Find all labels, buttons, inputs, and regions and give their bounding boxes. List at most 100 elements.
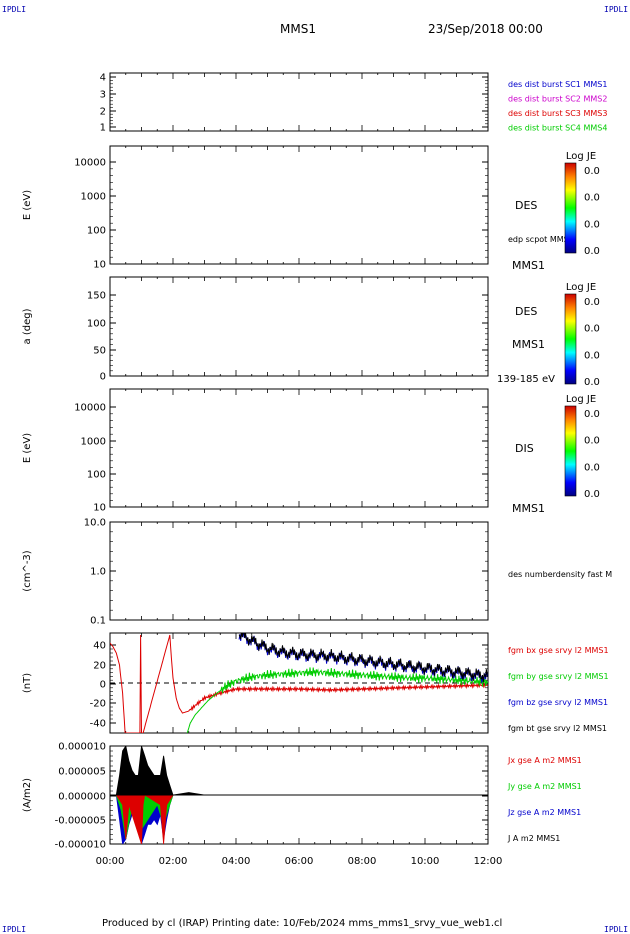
panel-density: 10.0 1.0 0.1 (cm^-3) des numberdensity fast … <box>22 518 612 627</box>
colorbar-title: Log JE <box>566 394 596 405</box>
y-tick-label: 20 <box>93 661 106 672</box>
y-tick-label: 4 <box>100 73 106 84</box>
y-tick-label: 10.0 <box>84 518 106 529</box>
y-tick-label: 10 <box>93 503 106 514</box>
y-tick-label: 10000 <box>74 403 106 414</box>
footer-credits: Produced by cl (IRAP) Printing date: 10/… <box>102 918 503 929</box>
y-tick-label: 50 <box>93 346 106 357</box>
y-tick-label: 0 <box>100 680 106 691</box>
energy-range-label: 139-185 eV <box>497 374 555 385</box>
colorbar-tick-label: 0.0 <box>584 193 600 204</box>
y-tick-label: 3 <box>100 90 106 101</box>
legend-entry: fgm bz gse srvy l2 MMS1 <box>508 698 608 707</box>
colorbar-tick-label: 0.0 <box>584 166 600 177</box>
y-axis-label: (cm^-3) <box>22 550 33 591</box>
corner-label-top-right: IPDLI <box>604 5 629 14</box>
panel-frame <box>109 145 489 265</box>
colorbar-tick-label: 0.0 <box>584 246 600 257</box>
series-line-bt <box>238 633 488 683</box>
colorbar-tick-label: 0.0 <box>584 409 600 420</box>
spacecraft-label: MMS1 <box>512 338 545 351</box>
legend-entry: des dist burst SC3 MMS3 <box>508 109 607 118</box>
colorbar-tick-label: 0.0 <box>584 377 600 388</box>
legend-entry: Jz gse A m2 MMS1 <box>507 808 581 817</box>
colorbar-tick-label: 0.0 <box>584 489 600 500</box>
panel-dis_energy: 10000 1000 100 10 E (eV) DIS MMS1 Log JE 0.0 0.0 0… <box>22 388 600 515</box>
corner-label-bottom-right: IPDLI <box>604 925 629 934</box>
panel-frame <box>109 521 489 621</box>
series-area-Jz <box>115 794 488 844</box>
instrument-label: DES <box>515 305 537 318</box>
instrument-label: DIS <box>515 442 534 455</box>
time-tick-label: 12:00 <box>474 856 503 867</box>
y-tick-label: -20 <box>90 699 106 710</box>
y-tick-label: 0.000010 <box>58 742 106 753</box>
panel-frame <box>109 276 489 377</box>
y-tick-label: 10000 <box>74 158 106 169</box>
corner-label-top-left: IPDLI <box>2 5 27 14</box>
y-axis-label: (nT) <box>22 673 33 693</box>
series-line-bx <box>110 634 488 733</box>
y-tick-label: 0.000000 <box>58 792 106 803</box>
y-axis-label: E (eV) <box>22 190 33 220</box>
legend-entry: des dist burst SC1 MMS1 <box>508 80 607 89</box>
series-area-J <box>115 746 488 796</box>
y-tick-label: 100 <box>87 470 106 481</box>
y-tick-label: -0.000005 <box>55 816 106 827</box>
y-tick-label: 150 <box>87 291 106 302</box>
y-axis-label: a (deg) <box>22 308 33 344</box>
y-tick-label: -0.000010 <box>55 840 106 851</box>
colorbar-tick-label: 0.0 <box>584 462 600 473</box>
y-tick-label: 0.1 <box>90 616 106 627</box>
y-tick-label: -40 <box>90 719 106 730</box>
y-tick-label: 0.000005 <box>58 767 106 778</box>
legend-entry: fgm by gse srvy l2 MMS1 <box>508 672 609 681</box>
y-tick-label: 40 <box>93 641 106 652</box>
series-group <box>110 633 488 733</box>
series-line-by <box>186 667 488 733</box>
y-tick-label: 100 <box>87 319 106 330</box>
sub-label: edp scpot MMS1 <box>508 235 574 244</box>
colorbar-title: Log JE <box>566 151 596 162</box>
legend-entry: Jx gse A m2 MMS1 <box>507 756 582 765</box>
legend-entry: des dist burst SC4 MMS4 <box>508 124 607 133</box>
panel-des_energy: 10000 1000 100 10 E (eV) DES edp scpot MMS1 MMS… <box>22 145 600 272</box>
colorbar-tick-label: 0.0 <box>584 219 600 230</box>
series-group <box>110 746 488 844</box>
y-tick-label: 2 <box>100 107 106 118</box>
y-tick-label: 1000 <box>81 437 106 448</box>
legend-entry: des dist burst SC2 MMS2 <box>508 95 607 104</box>
colorbar-tick-label: 0.0 <box>584 436 600 447</box>
time-tick-label: 06:00 <box>285 856 314 867</box>
y-axis-label: (A/m2) <box>22 778 33 812</box>
colorbar-tick-label: 0.0 <box>584 297 600 308</box>
time-tick-label: 10:00 <box>411 856 440 867</box>
instrument-label: DES <box>515 199 537 212</box>
y-tick-label: 1000 <box>81 192 106 203</box>
spacecraft-label: MMS1 <box>512 502 545 515</box>
legend-entry: des numberdensity fast M <box>508 570 612 579</box>
spacecraft-label: MMS1 <box>512 259 545 272</box>
panel-frame <box>109 388 489 508</box>
y-tick-label: 0 <box>100 372 106 383</box>
time-tick-label: 08:00 <box>348 856 377 867</box>
y-tick-label: 100 <box>87 226 106 237</box>
y-axis-label: E (eV) <box>22 433 33 463</box>
panel-current: 0.000010 0.000005 0.000000 -0.000005 -0.0000… <box>22 742 582 851</box>
spacecraft-title: MMS1 <box>280 22 316 36</box>
colorbar <box>564 293 577 385</box>
multi-panel-plot: 4 3 2 1 des dist burst SC1 MMS1 des dist burs… <box>22 72 612 867</box>
colorbar-tick-label: 0.0 <box>584 350 600 361</box>
y-tick-label: 1.0 <box>90 567 106 578</box>
time-tick-label: 04:00 <box>222 856 251 867</box>
y-tick-label: 1 <box>100 123 106 134</box>
colorbar <box>564 405 577 497</box>
colorbar-title: Log JE <box>566 282 596 293</box>
legend-entry: Jy gse A m2 MMS1 <box>507 782 582 791</box>
time-tick-label: 02:00 <box>159 856 188 867</box>
corner-label-bottom-left: IPDLI <box>2 925 27 934</box>
series-area-Jy <box>115 794 488 840</box>
legend-entry: J A m2 MMS1 <box>507 834 560 843</box>
panel-frame <box>109 72 489 132</box>
legend-entry: fgm bx gse srvy l2 MMS1 <box>508 646 609 655</box>
